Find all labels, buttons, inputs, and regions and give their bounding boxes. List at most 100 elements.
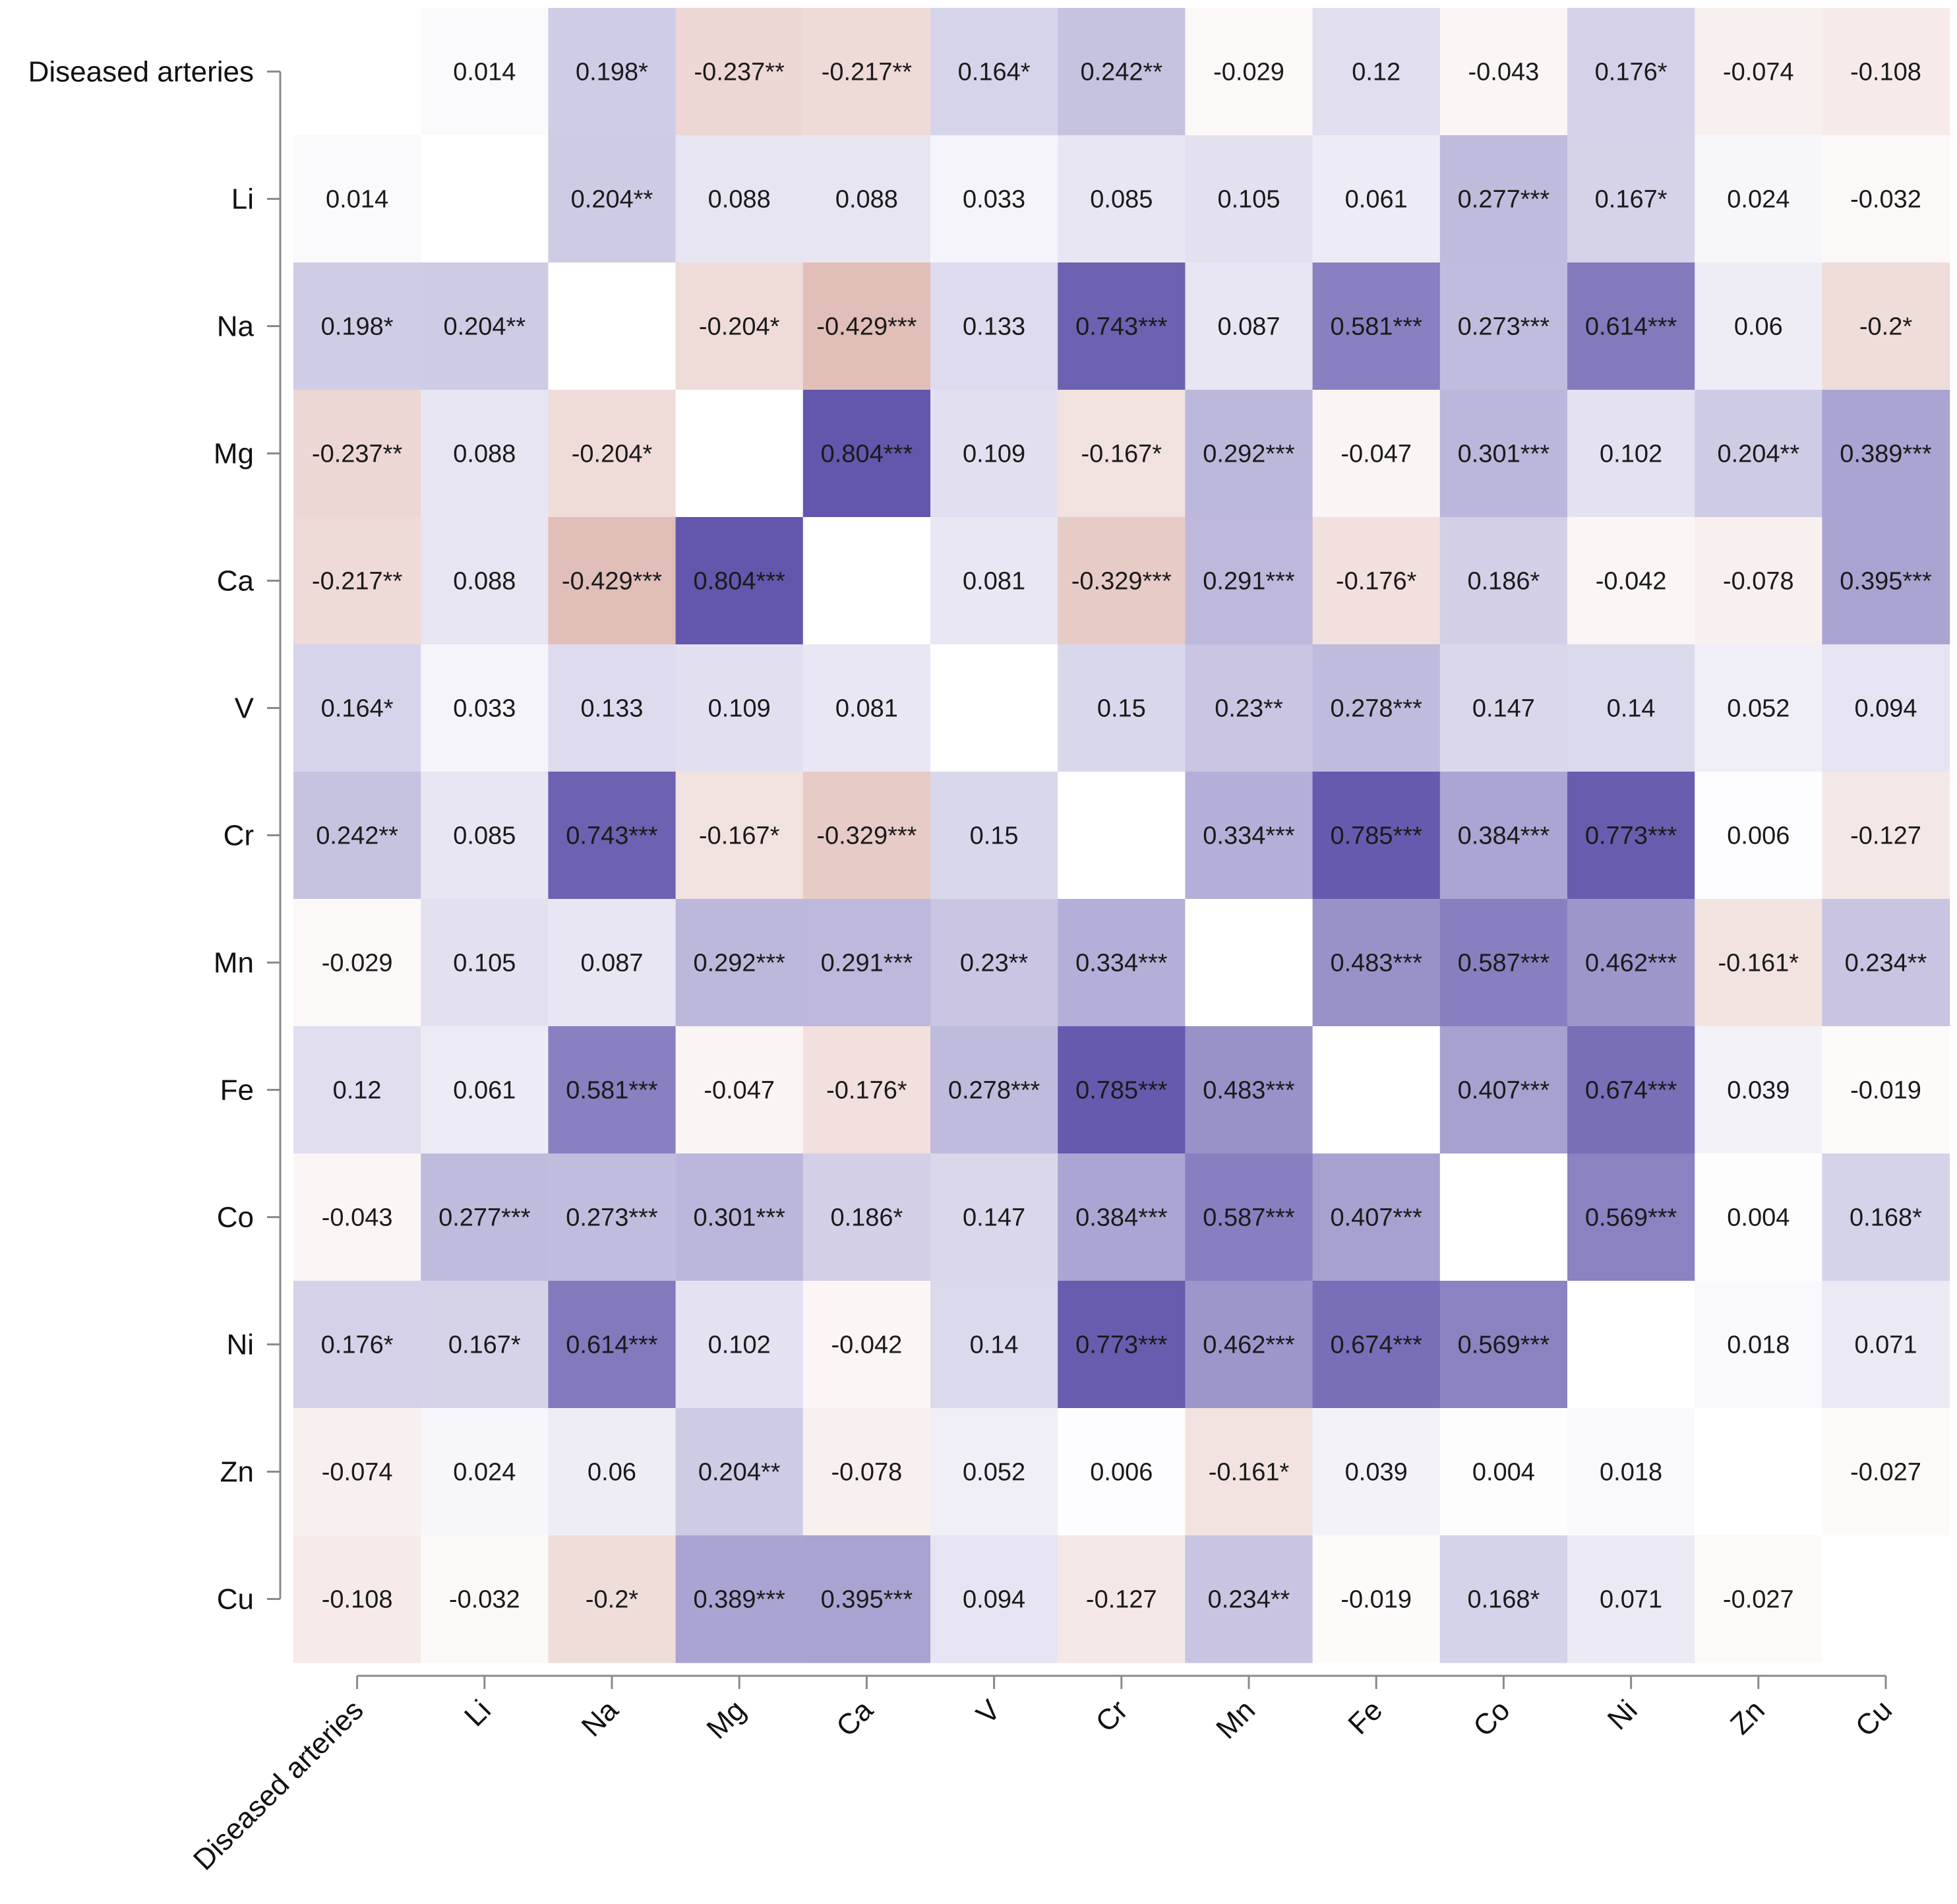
cell-value-label: 0.039: [1727, 1077, 1790, 1105]
cell-value-label: -0.019: [1340, 1586, 1412, 1614]
cell-value-label: 0.743***: [566, 822, 658, 850]
cell-value-label: 0.12: [333, 1077, 382, 1105]
heatmap-cell: [1185, 1408, 1313, 1536]
heatmap-cell: [1058, 1026, 1186, 1154]
heatmap-cell: [675, 390, 804, 518]
heatmap-cell: [1185, 390, 1313, 518]
cell-value-label: 0.614***: [1585, 313, 1677, 341]
cell-value-label: 0.004: [1727, 1204, 1790, 1232]
cell-value-label: -0.043: [1468, 59, 1540, 86]
heatmap-cell: [1567, 1408, 1695, 1536]
cell-value-label: -0.029: [1213, 59, 1284, 86]
heatmap-cell: [1822, 135, 1950, 263]
heatmap-cell: [1822, 1408, 1950, 1536]
heatmap-cell: [1567, 772, 1695, 900]
cell-value-label: 0.773***: [1075, 1332, 1168, 1359]
heatmap-cell: [1567, 390, 1695, 518]
heatmap-cell: [1312, 772, 1441, 900]
x-tick-label: Ni: [1602, 1694, 1644, 1736]
heatmap-cell: [1439, 262, 1568, 390]
cell-value-label: 0.804***: [693, 568, 785, 596]
heatmap-cell: [930, 262, 1058, 390]
heatmap-cell: [1567, 135, 1695, 263]
cell-value-label: -0.167*: [1081, 441, 1162, 468]
cell-value-label: -0.108: [1850, 59, 1921, 86]
heatmap-cell: [293, 135, 421, 263]
heatmap-cell: [1312, 1281, 1441, 1409]
heatmap-cell: [1058, 262, 1186, 390]
x-tick-label: Na: [576, 1694, 625, 1743]
cell-value-label: 0.085: [453, 822, 516, 850]
cell-value-label: 0.033: [963, 186, 1025, 214]
cell-value-label: 0.087: [1217, 313, 1280, 341]
heatmap-cell: [548, 517, 677, 645]
heatmap-cell: [421, 135, 549, 263]
cell-value-label: -0.042: [831, 1332, 903, 1359]
cell-value-label: -0.127: [1850, 822, 1921, 850]
heatmap-cell: [1058, 135, 1186, 263]
heatmap-cell: [802, 644, 931, 772]
heatmap-cell: [1822, 1026, 1950, 1154]
cell-value-label: 0.088: [708, 186, 771, 214]
cell-value-label: 0.088: [453, 568, 516, 596]
heatmap-cell: [1695, 517, 1822, 645]
cell-value-label: 0.743***: [1075, 313, 1168, 341]
cell-value-label: 0.277***: [438, 1204, 531, 1232]
heatmap-cell: [1695, 262, 1822, 390]
cell-value-label: 0.033: [453, 695, 516, 723]
cell-value-label: 0.094: [963, 1586, 1025, 1614]
heatmap-cell: [1312, 1535, 1441, 1663]
cell-value-label: 0.204**: [571, 186, 653, 214]
cell-value-label: -0.217**: [312, 568, 403, 596]
heatmap-cell: [1312, 8, 1441, 136]
heatmap-cell: [293, 772, 421, 900]
cell-value-label: 0.395***: [821, 1586, 913, 1614]
heatmap-cell: [802, 772, 931, 900]
cell-value-label: 0.081: [835, 695, 898, 723]
heatmap-cell: [1185, 1153, 1313, 1281]
cell-value-label: 0.395***: [1840, 568, 1932, 596]
heatmap-cell: [930, 1408, 1058, 1536]
cell-value-label: 0.569***: [1585, 1204, 1677, 1232]
heatmap-cell: [1822, 390, 1950, 518]
cell-value-label: -0.329***: [1071, 568, 1172, 596]
cell-value-label: -0.429***: [562, 568, 662, 596]
heatmap-cell: [1439, 1153, 1568, 1281]
heatmap-cell: [548, 1408, 677, 1536]
cell-value-label: 0.087: [580, 950, 643, 977]
cell-value-label: -0.2*: [1859, 313, 1912, 341]
cell-value-label: 0.168*: [1850, 1204, 1922, 1232]
heatmap-cell: [1695, 390, 1822, 518]
heatmap-cell: [1058, 8, 1186, 136]
cell-value-label: 0.014: [453, 59, 516, 86]
heatmap-cell: [1567, 899, 1695, 1027]
cell-value-label: 0.088: [453, 441, 516, 468]
heatmap-cell: [1058, 390, 1186, 518]
heatmap-cell: [293, 262, 421, 390]
heatmap-cell: [421, 1026, 549, 1154]
cell-value-label: 0.018: [1600, 1459, 1662, 1487]
cell-value-label: 0.052: [963, 1459, 1025, 1487]
heatmap-cell: [1058, 1281, 1186, 1409]
y-tick-label: Ca: [217, 565, 255, 598]
heatmap-cell: [1058, 899, 1186, 1027]
cell-value-label: 0.176*: [1595, 59, 1668, 86]
cell-value-label: 0.12: [1352, 59, 1400, 86]
cell-value-label: 0.407***: [1458, 1077, 1550, 1105]
heatmap-cell: [548, 262, 677, 390]
cell-value-label: 0.105: [453, 950, 516, 977]
cell-value-label: -0.019: [1850, 1077, 1921, 1105]
cell-value-label: -0.074: [1723, 59, 1794, 86]
heatmap-cell: [802, 1153, 931, 1281]
heatmap-cell: [675, 135, 804, 263]
cell-value-label: -0.027: [1850, 1459, 1921, 1487]
y-tick-label: Cr: [224, 820, 254, 852]
x-tick-label: Fe: [1342, 1694, 1389, 1740]
heatmap-cell: [1822, 644, 1950, 772]
heatmap-cell: [1439, 1026, 1568, 1154]
x-tick-label: V: [970, 1694, 1007, 1731]
heatmap-cell: [1185, 899, 1313, 1027]
cell-value-label: 0.483***: [1203, 1077, 1295, 1105]
x-axis: Diseased arteries Li Na Mg Ca V Cr Mn Fe Co Ni Zn Cu: [187, 1674, 1898, 1876]
